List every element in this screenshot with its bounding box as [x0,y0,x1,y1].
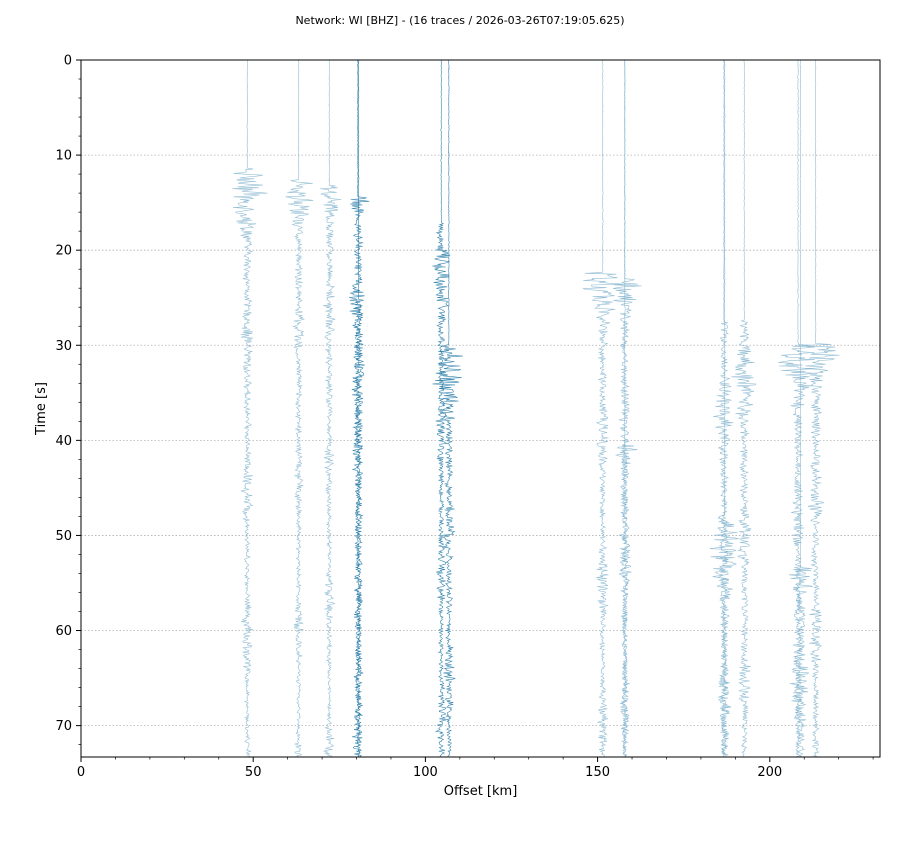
y-axis-label: Time [s] [34,382,49,436]
seismic-trace [432,59,463,757]
trace-layer [232,59,840,757]
seismic-trace [232,59,268,757]
x-tick-label: 50 [245,765,262,780]
grid-lines [81,154,880,727]
y-tick-label: 50 [55,529,72,544]
chart-title: Network: WI [BHZ] - (16 traces / 2026-03… [295,14,624,27]
x-tick-label: 0 [77,765,85,780]
seismic-trace [709,59,739,757]
seismic-trace [778,59,816,757]
axis-ticks: 0 10 20 30 40 50 60 70 0 50 100 150 200 [55,54,874,780]
seismic-trace [582,60,624,757]
plot-frame [80,59,881,758]
y-tick-label: 30 [55,339,72,354]
y-tick-label: 10 [55,149,72,164]
seismic-trace [788,59,814,757]
y-tick-label: 0 [64,54,72,69]
seismic-trace [351,59,365,757]
seismic-trace [285,59,314,757]
seismic-trace [349,59,370,757]
seismic-trace [432,60,451,757]
y-tick-label: 40 [55,434,72,449]
x-axis-label: Offset [km] [444,784,518,799]
y-tick-label: 20 [55,244,72,259]
seismic-trace [613,59,642,757]
x-tick-label: 100 [413,765,438,780]
seismic-trace [713,59,734,757]
y-tick-label: 60 [55,624,72,639]
seismic-trace [320,59,342,757]
seismic-trace [615,59,638,757]
x-tick-label: 150 [585,765,610,780]
seismic-trace [731,59,757,757]
y-tick-label: 70 [55,719,72,734]
seismic-trace [804,59,840,757]
x-tick-label: 200 [757,765,782,780]
